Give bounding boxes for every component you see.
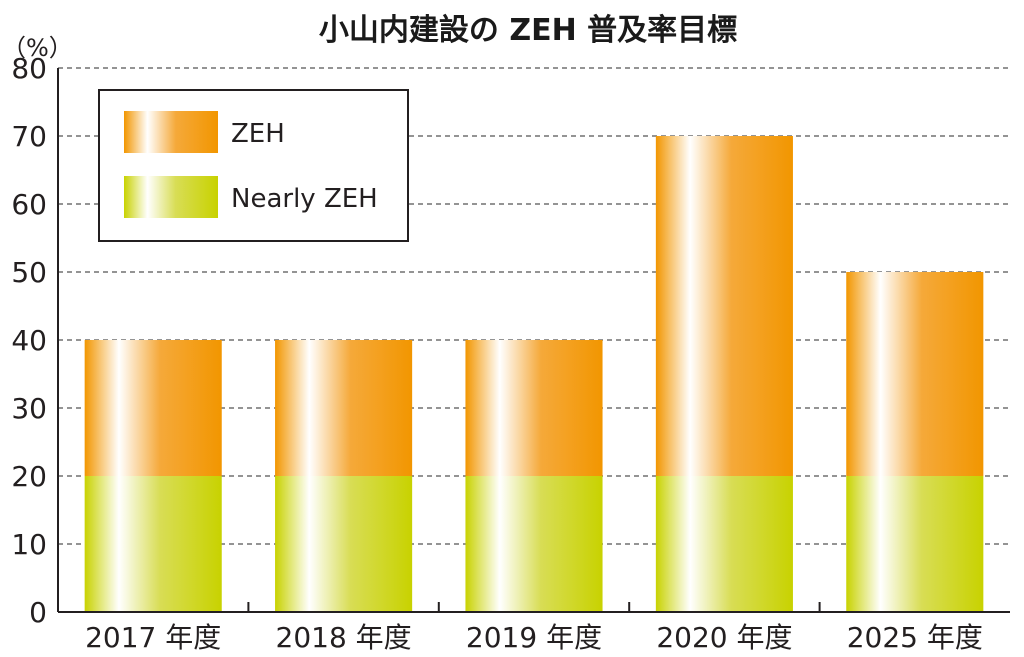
y-tick-label: 50 bbox=[11, 256, 47, 289]
x-tick-label: 2018 年度 bbox=[276, 621, 412, 654]
x-tick-label: 2020 年度 bbox=[656, 621, 792, 654]
bar-zeh bbox=[655, 136, 793, 476]
bar-zeh bbox=[275, 340, 413, 476]
bars bbox=[84, 136, 984, 612]
axes bbox=[57, 68, 1010, 613]
y-axis-unit: （%） bbox=[2, 34, 73, 62]
bar-zeh bbox=[465, 340, 603, 476]
x-tick-labels: 2017 年度 2018 年度 2019 年度 2020 年度 2025 年度 bbox=[85, 621, 983, 654]
bar-nearly-zeh bbox=[275, 476, 413, 612]
y-tick-label: 10 bbox=[11, 528, 47, 561]
chart-title: 小山内建設の ZEH 普及率目標 bbox=[319, 13, 737, 48]
y-tick-labels: 0 10 20 30 40 50 60 70 80 bbox=[11, 52, 47, 629]
bar-nearly-zeh bbox=[655, 476, 793, 612]
legend-label-zeh: ZEH bbox=[231, 119, 285, 149]
x-tick-label: 2025 年度 bbox=[847, 621, 983, 654]
bar-nearly-zeh bbox=[465, 476, 603, 612]
y-tick-label: 0 bbox=[29, 596, 47, 629]
bar-nearly-zeh bbox=[84, 476, 222, 612]
legend-label-nearly-zeh: Nearly ZEH bbox=[231, 184, 378, 214]
y-tick-label: 70 bbox=[11, 120, 47, 153]
y-tick-label: 40 bbox=[11, 324, 47, 357]
bar-nearly-zeh bbox=[846, 476, 984, 612]
legend-swatch-zeh bbox=[124, 111, 218, 153]
bar-zeh bbox=[84, 340, 222, 476]
bar-zeh bbox=[846, 272, 984, 476]
y-tick-label: 20 bbox=[11, 460, 47, 493]
legend: ZEH Nearly ZEH bbox=[98, 89, 409, 242]
x-tick-label: 2019 年度 bbox=[466, 621, 602, 654]
legend-swatch-nearly-zeh bbox=[124, 176, 218, 218]
y-tick-label: 80 bbox=[11, 52, 47, 85]
y-tick-label: 60 bbox=[11, 188, 47, 221]
x-tick-label: 2017 年度 bbox=[85, 621, 221, 654]
y-tick-label: 30 bbox=[11, 392, 47, 425]
